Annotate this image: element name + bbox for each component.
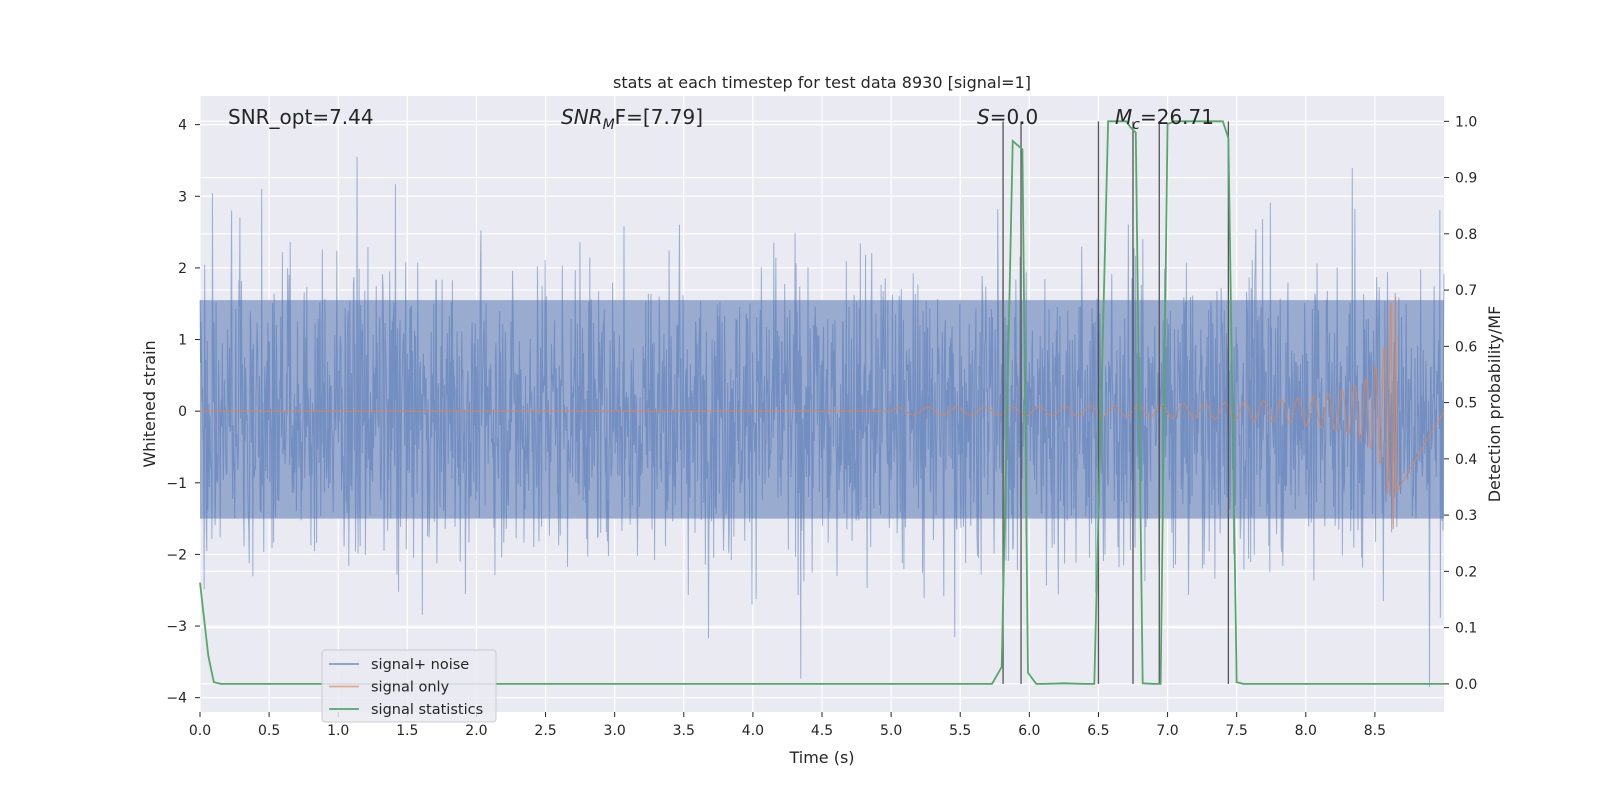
- y-tick-label-right: 0.1: [1455, 621, 1477, 637]
- legend: signal+ noise signal only signal statistic…: [321, 649, 497, 723]
- x-tick-label: 8.5: [1364, 723, 1386, 739]
- y-axis-label-right: Detection probability/MF: [1485, 306, 1504, 503]
- legend-label: signal+ noise: [371, 657, 469, 673]
- legend-label: signal only: [371, 680, 450, 696]
- y-tick-label-right: 0.6: [1455, 339, 1477, 355]
- x-tick-label: 6.5: [1087, 723, 1109, 739]
- x-tick-label: 1.0: [327, 723, 349, 739]
- signal-statistics-series: [199, 120, 1444, 685]
- noise-series: [199, 156, 1445, 687]
- y-tick-label-left: 2: [178, 261, 187, 277]
- left-y-axis-ticks: 4 3 2 1 0 −1 −2 −3 −4: [166, 118, 200, 707]
- annotation-snr-opt: SNR_opt=7.44: [228, 105, 374, 129]
- y-tick-label-right: 1.0: [1455, 114, 1477, 130]
- y-tick-label-right: 0.8: [1455, 227, 1477, 243]
- signal-only-series: [200, 296, 1445, 530]
- signal-statistics-line: [199, 120, 1444, 685]
- y-tick-label-left: 0: [178, 404, 187, 420]
- y-tick-label-right: 0.3: [1455, 508, 1477, 524]
- y-tick-label-left: −1: [166, 476, 187, 492]
- annotation-chirp-mass: Mc=26.71: [1115, 105, 1214, 133]
- y-tick-label-right: 0.0: [1455, 677, 1477, 693]
- x-tick-label: 5.5: [949, 723, 971, 739]
- y-tick-label-left: 3: [178, 189, 187, 205]
- chart-title: stats at each timestep for test data 893…: [613, 73, 1031, 92]
- legend-label: signal statistics: [371, 702, 483, 718]
- y-tick-label-right: 0.5: [1455, 396, 1477, 412]
- legend-box: [321, 649, 497, 723]
- x-tick-label: 2.0: [465, 723, 487, 739]
- x-tick-label: 4.0: [742, 723, 764, 739]
- annotation-snr-mf: SNRMF=[7.79]: [561, 105, 703, 133]
- x-tick-label: 8.0: [1295, 723, 1317, 739]
- y-tick-label-left: −4: [166, 691, 187, 707]
- y-tick-label-left: 4: [178, 118, 187, 134]
- x-tick-label: 4.5: [811, 723, 833, 739]
- y-tick-label-left: 1: [178, 333, 187, 349]
- y-tick-label-left: −3: [166, 619, 187, 635]
- y-tick-label-right: 0.4: [1455, 452, 1477, 468]
- x-tick-label: 6.0: [1018, 723, 1040, 739]
- x-tick-label: 1.5: [396, 723, 418, 739]
- y-tick-label-right: 0.7: [1455, 283, 1477, 299]
- vertical-markers: [1002, 121, 1230, 684]
- x-tick-label: 0.5: [258, 723, 280, 739]
- x-tick-label: 2.5: [534, 723, 556, 739]
- x-tick-label: 3.0: [604, 723, 626, 739]
- x-axis-ticks: 0.0 0.5 1.0 1.5 2.0 2.5 3.0 3.5 4.0 4.5 5.0 5.5 6.0 6…: [189, 712, 1386, 739]
- annotations: SNR_opt=7.44 SNRMF=[7.79] S=0.0 Mc=26.71: [228, 105, 1214, 133]
- y-tick-label-left: −2: [166, 547, 187, 563]
- x-tick-label: 3.5: [673, 723, 695, 739]
- y-tick-label-right: 0.9: [1455, 171, 1477, 187]
- x-tick-label: 5.0: [880, 723, 902, 739]
- x-tick-label: 0.0: [189, 723, 211, 739]
- annotation-s-value: S=0.0: [977, 105, 1038, 129]
- x-tick-label: 7.5: [1226, 723, 1248, 739]
- y-axis-label-left: Whitened strain: [140, 340, 159, 467]
- x-tick-label: 7.0: [1156, 723, 1178, 739]
- right-y-axis-ticks: 1.0 0.9 0.8 0.7 0.6 0.5 0.4 0.3 0.2 0.1 0.0: [1444, 114, 1477, 693]
- signal-only-line: [200, 296, 1445, 530]
- noise-line: [199, 156, 1445, 687]
- x-axis-label: Time (s): [788, 748, 854, 767]
- y-tick-label-right: 0.2: [1455, 564, 1477, 580]
